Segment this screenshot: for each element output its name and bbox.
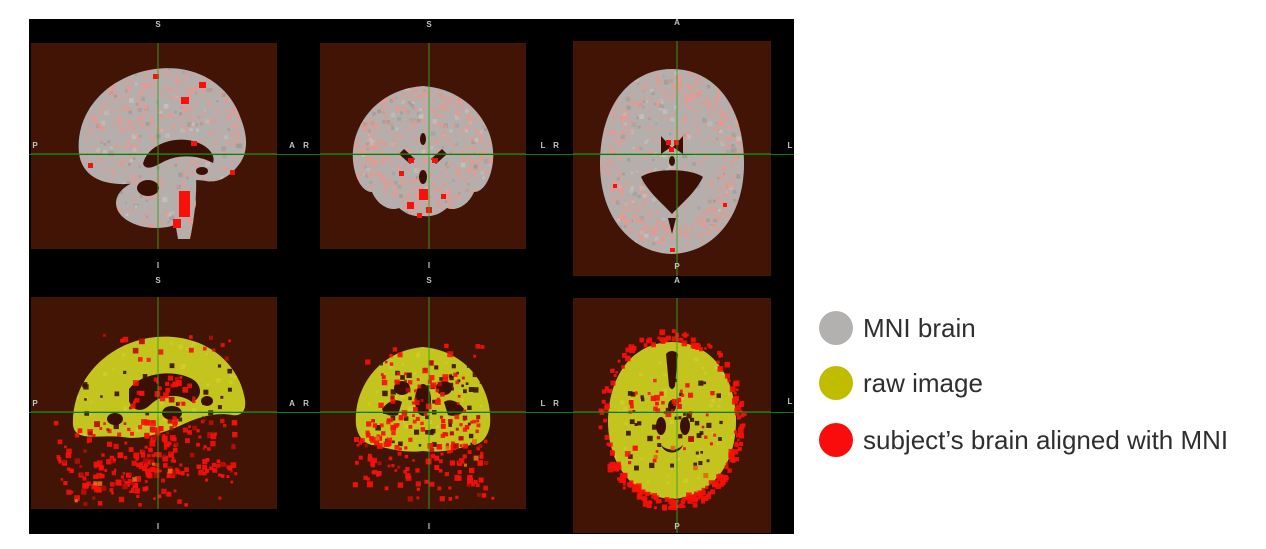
orientation-label-right: L: [540, 141, 546, 150]
orientation-label-bottom: I: [156, 522, 160, 531]
legend-swatch-yellow: [819, 366, 853, 400]
ortho-panel-sagittal-row1[interactable]: [31, 43, 277, 249]
orientation-label-bottom: I: [427, 261, 431, 270]
legend-label: subject’s brain aligned with MNI: [863, 424, 1229, 455]
crosshair-horizontal: [560, 154, 794, 155]
crosshair-horizontal: [29, 154, 297, 155]
orientation-label-left: R: [553, 141, 559, 150]
orientation-label-left: R: [553, 399, 559, 408]
orientation-label-right: A: [289, 141, 295, 150]
crosshair-horizontal: [297, 412, 560, 413]
legend-item-raw-image: raw image: [819, 366, 983, 400]
orientation-label-left: R: [303, 399, 309, 408]
legend-swatch-red: [819, 423, 853, 457]
orientation-label-right: L: [787, 397, 793, 406]
ortho-panel-coronal-row2[interactable]: [320, 297, 526, 509]
legend-item-mni-brain: MNI brain: [819, 311, 976, 345]
legend-swatch-gray: [819, 311, 853, 345]
orientation-label-right: L: [540, 399, 546, 408]
orientation-label-right: A: [289, 399, 295, 408]
ortho-panel-axial-row2[interactable]: [573, 298, 771, 533]
orientation-label-right: L: [787, 141, 793, 150]
ortho-panel-sagittal-row2[interactable]: [31, 297, 277, 509]
ortho-panel-axial-row1[interactable]: [573, 41, 771, 276]
crosshair-horizontal: [560, 412, 794, 413]
crosshair-horizontal: [297, 154, 560, 155]
orientation-label-bottom: P: [674, 262, 680, 271]
orientation-label-bottom: P: [674, 522, 680, 531]
ortho-panel-coronal-row1[interactable]: [320, 43, 526, 249]
orientation-label-left: R: [303, 141, 309, 150]
orientation-label-top: S: [155, 20, 161, 29]
orientation-label-left: P: [32, 141, 38, 150]
legend-label: MNI brain: [863, 312, 976, 343]
orientation-label-left: P: [32, 399, 38, 408]
orientation-label-top: S: [426, 276, 432, 285]
legend-label: raw image: [863, 367, 983, 398]
crosshair-horizontal: [29, 412, 297, 413]
orientation-label-bottom: I: [156, 261, 160, 270]
orientation-label-top: S: [155, 276, 161, 285]
orientation-label-bottom: I: [427, 522, 431, 531]
orientation-label-top: A: [674, 276, 680, 285]
orientation-label-top: S: [426, 20, 432, 29]
orientation-label-top: A: [674, 18, 680, 27]
legend-item-aligned-brain: subject’s brain aligned with MNI: [819, 423, 1228, 457]
